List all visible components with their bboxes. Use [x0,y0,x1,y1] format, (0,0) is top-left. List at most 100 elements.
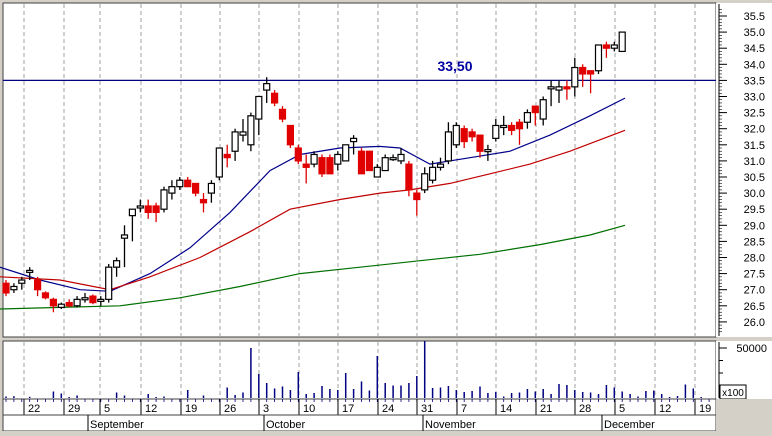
candle [176,179,184,188]
candle [318,157,326,175]
candle [231,131,239,152]
candle [342,144,350,162]
svg-text:December: December [604,419,655,431]
month-axis-labels: September October November December [87,415,655,431]
svg-text:28.5: 28.5 [744,236,765,248]
candle [523,111,532,123]
candle [18,279,26,284]
candle [302,163,310,168]
candle [413,192,421,201]
candle [41,292,50,299]
candle [381,157,389,172]
svg-text:October: October [266,419,305,431]
price-level-label: 33,50 [437,58,472,74]
svg-text:35.5: 35.5 [744,11,765,23]
candle [271,92,279,104]
candle [508,124,516,131]
candle [286,124,294,146]
candle [515,121,524,130]
svg-text:28: 28 [579,403,591,415]
volume-panel [2,340,717,400]
svg-text:28.0: 28.0 [744,253,765,265]
candle [373,166,381,178]
candle [444,131,452,162]
date-axis-ticks: 22 29 5 12 19 26 3 10 17 24 31 7 14 21 28 5 12 19 [5,399,711,415]
volume-axis-ticks: 50000 [718,342,767,398]
candle [602,44,611,49]
candle [476,134,484,152]
candle [555,86,563,91]
svg-text:September: September [90,419,144,431]
svg-text:27.0: 27.0 [744,285,765,297]
svg-text:7: 7 [461,403,467,415]
candle [184,179,192,188]
candle [2,282,10,294]
svg-text:3: 3 [263,403,269,415]
candle [97,298,105,302]
svg-text:34.5: 34.5 [744,43,765,55]
svg-text:10: 10 [303,403,315,415]
candle [357,150,366,175]
candle [436,163,445,168]
candle [350,137,358,143]
svg-text:12: 12 [145,403,157,415]
candle [278,108,287,120]
svg-text:33.5: 33.5 [744,75,765,87]
candle [128,208,136,217]
svg-text:5: 5 [104,403,110,415]
candle [49,298,58,307]
candle [33,279,42,291]
candle [500,124,508,129]
corner-box [716,399,772,431]
candle [223,153,231,159]
candle [294,147,302,162]
svg-text:50000: 50000 [736,343,767,355]
candle [618,31,626,53]
candle [112,260,121,268]
svg-text:19: 19 [699,403,711,415]
svg-text:19: 19 [185,403,197,415]
candle [89,295,97,304]
price-grid [23,4,696,336]
candle [468,131,476,138]
candle [484,149,492,153]
svg-text:22: 22 [28,403,40,415]
candle [547,86,555,90]
candle [239,131,247,136]
ma-medium-line [0,129,626,291]
svg-text:29: 29 [68,403,80,415]
svg-text:29.5: 29.5 [744,204,765,216]
candlesticks [2,31,626,313]
candle [334,153,342,165]
candle [263,83,271,91]
svg-text:24: 24 [382,403,394,415]
svg-text:26: 26 [224,403,236,415]
candle [215,147,223,178]
candle [57,303,65,309]
svg-text:5: 5 [619,403,625,415]
candle [326,157,334,175]
candle [460,128,468,143]
svg-text:32.5: 32.5 [744,108,765,120]
svg-text:12: 12 [659,403,671,415]
candle [579,66,587,75]
svg-text:26.5: 26.5 [744,301,765,313]
candle [192,182,200,194]
candle [26,269,34,273]
price-axis-ticks: 26.0 26.5 27.0 27.5 28.0 28.5 29.0 29.5 30.0 30.5… [718,4,765,336]
volume-multiplier-label: x100 [722,388,744,399]
svg-text:31.0: 31.0 [744,156,765,168]
candle [610,44,618,49]
svg-text:29.0: 29.0 [744,220,765,232]
candle [539,99,547,120]
ma-long-line [0,224,626,310]
candle [563,86,571,90]
svg-text:30.5: 30.5 [744,172,765,184]
candle [594,44,603,72]
candle [586,70,595,75]
moving-averages [0,97,626,310]
price-axis[interactable] [716,3,772,337]
candle [389,157,397,161]
svg-text:34.0: 34.0 [744,59,765,71]
